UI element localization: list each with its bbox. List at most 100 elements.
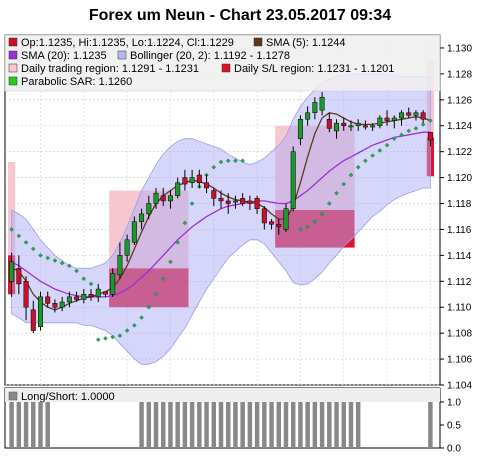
candle-body [232, 200, 238, 203]
psar-point [240, 158, 245, 164]
candle-body [117, 255, 123, 276]
psar-point [420, 122, 426, 127]
long-short-bar [240, 402, 245, 448]
long-short-bar [31, 402, 36, 448]
psar-point [81, 276, 87, 281]
long-short-bar [182, 402, 188, 448]
psar-point [67, 263, 72, 269]
legend-label: Bollinger (20, 2): 1.1192 - 1.1278 [130, 50, 290, 62]
psar-point [182, 220, 188, 226]
long-short-bar [355, 402, 361, 448]
psar-point [384, 142, 390, 148]
candle-body [146, 203, 152, 215]
psar-point [88, 281, 94, 287]
bollinger-layer [11, 73, 431, 365]
y-tick-label: 1.130 [447, 43, 472, 54]
candle-body [384, 117, 390, 121]
long-short-bar [139, 402, 144, 448]
psar-point [23, 240, 29, 245]
psar-point [189, 201, 195, 206]
candle-body [420, 112, 426, 120]
long-short-bar [225, 402, 231, 448]
psar-point [406, 128, 412, 134]
psar-point [399, 132, 404, 138]
psar-point [298, 227, 303, 232]
y-tick-label: 1.116 [447, 225, 472, 236]
psar-point [370, 153, 375, 158]
candle-body [204, 182, 210, 189]
psar-point [38, 253, 43, 258]
y-tick-label: 1.106 [447, 355, 472, 366]
indicator-swatch [8, 391, 18, 401]
long-short-bar [211, 402, 217, 448]
candle-body [254, 198, 260, 209]
candle-body [95, 288, 101, 298]
psar-point [45, 255, 50, 261]
candle-body [9, 261, 15, 282]
long-short-bar [9, 402, 14, 448]
long-short-bar [146, 402, 152, 448]
psar-layer [9, 118, 433, 342]
psar-point [392, 136, 397, 141]
legend-swatch [117, 50, 127, 60]
legend-label: SMA (5): 1.1244 [266, 37, 346, 49]
psar-point [319, 211, 325, 217]
psar-point [305, 224, 310, 230]
psar-point [413, 126, 419, 131]
candle-body [377, 117, 383, 126]
candle-body [355, 122, 361, 126]
candle-body [131, 221, 137, 243]
candle-body [52, 303, 58, 308]
long-short-bar [254, 402, 260, 448]
candle-body [370, 125, 376, 128]
y-axis-ticks: 1.130 1.128 1.126 1.124 1.122 1.120 1.118 1.116… [440, 43, 472, 392]
candle-body [74, 296, 80, 300]
legend-label: Parabolic SAR: 1.1260 [21, 76, 132, 88]
long-short-bar [218, 402, 224, 448]
legend: Op:1.1235, Hi:1.1235, Lo:1.1224, Cl:1.12… [8, 37, 394, 88]
candle-body [23, 281, 29, 308]
long-short-bar [247, 402, 253, 448]
candle-body [182, 177, 188, 185]
long-short-bar [319, 402, 325, 448]
psar-point [428, 118, 433, 123]
long-short-bar [197, 402, 202, 448]
legend-swatch [8, 63, 18, 73]
long-short-bar [269, 402, 274, 448]
long-short-bar [38, 402, 43, 448]
y-tick-label: 1.104 [447, 381, 472, 392]
candle-body [427, 131, 433, 141]
psar-point [95, 337, 101, 342]
legend-swatch [8, 37, 18, 47]
long-short-bar [204, 402, 209, 448]
candle-body [391, 117, 397, 121]
candle-body [81, 294, 87, 300]
candle-body [240, 198, 246, 204]
candle-body [66, 296, 72, 303]
psar-point [348, 172, 354, 178]
legend-label: Daily trading region: 1.1291 - 1.1231 [21, 63, 199, 75]
trading-region [8, 162, 16, 256]
psar-point [377, 148, 383, 153]
y-tick-label: 1.124 [447, 121, 472, 132]
long-short-bar [175, 402, 180, 448]
y-tick-label: 1.118 [447, 199, 472, 210]
psar-point [225, 158, 231, 164]
long-short-bar [305, 402, 310, 448]
candle-body [102, 291, 108, 295]
long-short-bar [23, 402, 29, 448]
psar-point [175, 240, 180, 245]
long-short-bar [160, 402, 166, 448]
psar-point [16, 233, 22, 239]
candle-body [312, 102, 318, 114]
candle-body [348, 125, 354, 128]
legend-swatch [8, 50, 18, 60]
y-tick-label: 1.114 [447, 251, 472, 262]
candle-body [110, 273, 116, 295]
psar-point [9, 227, 14, 232]
candle-body [160, 195, 166, 202]
indicator-label: Long/Short: 1.0000 [21, 391, 115, 403]
psar-point [218, 159, 224, 165]
legend-label: Op:1.1235, Hi:1.1235, Lo:1.1224, Cl:1.12… [21, 37, 234, 49]
